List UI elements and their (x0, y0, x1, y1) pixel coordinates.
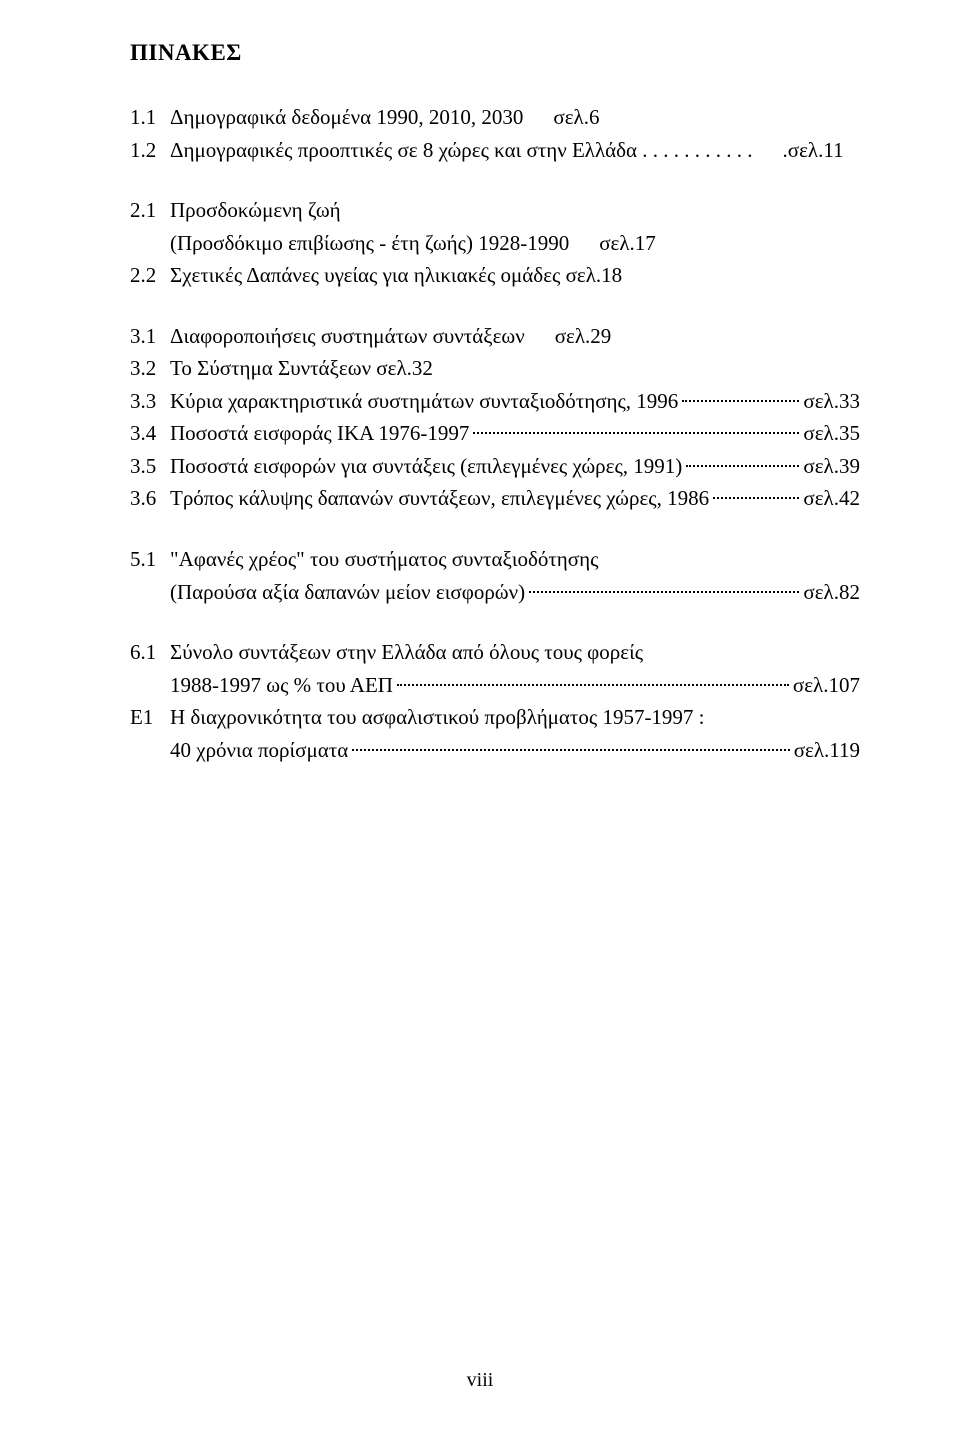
toc-block: 5.1"Αφανές χρέος" του συστήματος συνταξι… (130, 543, 860, 608)
toc-entry-text: Δημογραφικές προοπτικές σε 8 χώρες και σ… (170, 134, 753, 167)
toc-page-ref: σελ.35 (803, 417, 860, 450)
toc-page-ref: σελ.82 (803, 576, 860, 609)
toc-entry-text: Σύνολο συντάξεων στην Ελλάδα από όλους τ… (170, 636, 643, 669)
toc-page-ref: σελ.119 (794, 734, 860, 767)
page-title: ΠΙΝΑΚΕΣ (130, 40, 860, 66)
toc-entry-text: Το Σύστημα Συντάξεων σελ.32 (170, 352, 433, 385)
toc-entry: 3.2Το Σύστημα Συντάξεων σελ.32 (130, 352, 860, 385)
toc-page-ref: σελ.42 (803, 482, 860, 515)
toc-entry: 5.1"Αφανές χρέος" του συστήματος συνταξι… (130, 543, 860, 576)
toc-entry-text: (Παρούσα αξία δαπανών μείον εισφορών) (170, 576, 525, 609)
toc-entry-number: 5.1 (130, 543, 170, 576)
toc-entry-text: Ποσοστά εισφορών για συντάξεις (επιλεγμέ… (170, 450, 682, 483)
toc-entry: 1.1Δημογραφικά δεδομένα 1990, 2010, 2030… (130, 101, 860, 134)
toc-entry-number: 3.1 (130, 320, 170, 353)
toc-page-ref: .σελ.11 (783, 134, 844, 167)
toc-dots (473, 432, 799, 434)
toc-entry: Ε1Η διαχρονικότητα του ασφαλιστικού προβ… (130, 701, 860, 734)
toc-page-ref: σελ.107 (793, 669, 860, 702)
toc-entry-text: Δημογραφικά δεδομένα 1990, 2010, 2030 (170, 101, 523, 134)
toc-entry-number: 3.2 (130, 352, 170, 385)
toc-entry: 3.5Ποσοστά εισφορών για συντάξεις (επιλε… (130, 450, 860, 483)
toc-entry: 3.3Κύρια χαρακτηριστικά συστημάτων συντα… (130, 385, 860, 418)
toc-entry: 2.2Σχετικές Δαπάνες υγείας για ηλικιακές… (130, 259, 860, 292)
toc-entry: 3.4Ποσοστά εισφοράς ΙΚΑ 1976-1997 σελ.35 (130, 417, 860, 450)
toc-entry-number: 3.5 (130, 450, 170, 483)
toc-entry-number: 2.2 (130, 259, 170, 292)
toc-page-ref: σελ.33 (803, 385, 860, 418)
toc-entry: 2.1Προσδοκώμενη ζωή (130, 194, 860, 227)
toc-entry-number: 2.1 (130, 194, 170, 227)
toc-dots (397, 684, 789, 686)
toc-entry-number: 3.4 (130, 417, 170, 450)
toc-page-ref: σελ.17 (599, 227, 656, 260)
toc-block: 2.1Προσδοκώμενη ζωή(Προσδόκιμο επιβίωσης… (130, 194, 860, 292)
toc-entry-continuation: 1988-1997 ως % του ΑΕΠ σελ.107 (130, 669, 860, 702)
toc-page-ref: σελ.6 (553, 101, 599, 134)
toc-content: 1.1Δημογραφικά δεδομένα 1990, 2010, 2030… (130, 101, 860, 766)
toc-block: 3.1Διαφοροποιήσεις συστημάτων συντάξεων σ… (130, 320, 860, 515)
toc-entry-number: Ε1 (130, 701, 170, 734)
toc-entry-text: 1988-1997 ως % του ΑΕΠ (170, 669, 393, 702)
toc-entry-text: (Προσδόκιμο επιβίωσης - έτη ζωής) 1928-1… (170, 227, 569, 260)
toc-entry-text: Διαφοροποιήσεις συστημάτων συντάξεων (170, 320, 525, 353)
toc-entry: 3.6Τρόπος κάλυψης δαπανών συντάξεων, επι… (130, 482, 860, 515)
toc-block: 1.1Δημογραφικά δεδομένα 1990, 2010, 2030… (130, 101, 860, 166)
toc-entry-text: Σχετικές Δαπάνες υγείας για ηλικιακές ομ… (170, 259, 622, 292)
toc-entry-number: 6.1 (130, 636, 170, 669)
toc-dots (686, 465, 799, 467)
toc-dots (682, 400, 799, 402)
toc-entry-continuation: (Προσδόκιμο επιβίωσης - έτη ζωής) 1928-1… (130, 227, 860, 260)
toc-entry-continuation: 40 χρόνια πορίσματα σελ.119 (130, 734, 860, 767)
toc-entry-text: Τρόπος κάλυψης δαπανών συντάξεων, επιλεγ… (170, 482, 709, 515)
toc-dots (713, 497, 799, 499)
toc-entry-text: Ποσοστά εισφοράς ΙΚΑ 1976-1997 (170, 417, 469, 450)
toc-entry-text: 40 χρόνια πορίσματα (170, 734, 348, 767)
toc-entry-text: Προσδοκώμενη ζωή (170, 194, 341, 227)
toc-entry-number: 3.6 (130, 482, 170, 515)
toc-entry: 1.2Δημογραφικές προοπτικές σε 8 χώρες κα… (130, 134, 860, 167)
toc-entry: 6.1Σύνολο συντάξεων στην Ελλάδα από όλου… (130, 636, 860, 669)
toc-entry-number: 3.3 (130, 385, 170, 418)
toc-dots (352, 749, 790, 751)
toc-entry-text: Κύρια χαρακτηριστικά συστημάτων συνταξιο… (170, 385, 678, 418)
toc-entry-number: 1.2 (130, 134, 170, 167)
toc-entry-text: "Αφανές χρέος" του συστήματος συνταξιοδό… (170, 543, 598, 576)
toc-page-ref: σελ.29 (555, 320, 612, 353)
toc-entry-text: Η διαχρονικότητα του ασφαλιστικού προβλή… (170, 701, 705, 734)
toc-dots (529, 591, 799, 593)
toc-entry: 3.1Διαφοροποιήσεις συστημάτων συντάξεων σ… (130, 320, 860, 353)
toc-page-ref: σελ.39 (803, 450, 860, 483)
toc-entry-number: 1.1 (130, 101, 170, 134)
toc-block: 6.1Σύνολο συντάξεων στην Ελλάδα από όλου… (130, 636, 860, 766)
toc-entry-continuation: (Παρούσα αξία δαπανών μείον εισφορών) σελ… (130, 576, 860, 609)
page-number-footer: viii (0, 1369, 960, 1392)
